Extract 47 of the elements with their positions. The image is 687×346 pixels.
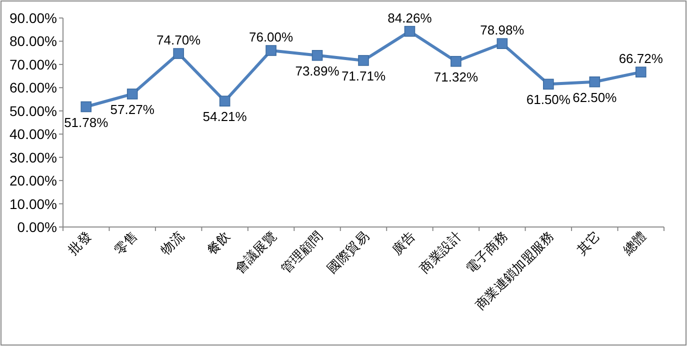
data-label: 54.21% [202, 109, 248, 124]
x-tick-label: 物流 [158, 228, 187, 258]
x-tick-label: 國際貿易 [324, 228, 372, 276]
point [312, 50, 323, 61]
data-label: 51.78% [64, 114, 109, 130]
point [496, 38, 508, 49]
x-tick-label: 其它 [574, 228, 603, 258]
y-tick-label: 30.00% [10, 149, 57, 166]
y-tick-label: 80.00% [10, 33, 57, 50]
y-tick-label: 10.00% [10, 196, 57, 212]
point [219, 96, 230, 107]
x-tick-label: 管理顧問 [278, 228, 326, 276]
data-label: 78.98% [480, 22, 525, 38]
point [266, 45, 276, 56]
point [543, 78, 554, 90]
data-label: 62.50% [572, 90, 618, 105]
point [589, 76, 600, 88]
x-tick-label: 廣告 [388, 228, 418, 258]
y-tick-label: 90.00% [10, 10, 57, 26]
x-tick-label: 商業設計 [416, 228, 464, 276]
y-tick-label: 20.00% [10, 172, 57, 189]
point [126, 88, 138, 100]
y-tick-label: 40.00% [10, 126, 57, 142]
data-label: 71.71% [341, 68, 386, 84]
data-label: 84.26% [388, 10, 432, 26]
x-tick-label: 零售 [111, 228, 140, 258]
y-tick-label: 50.00% [10, 102, 57, 119]
data-label: 71.32% [434, 69, 478, 84]
data-label: 57.27% [110, 102, 155, 118]
point [358, 55, 369, 66]
point [450, 56, 462, 67]
x-tick-label: 會議展覽 [232, 228, 280, 276]
y-tick-label: 70.00% [10, 56, 57, 72]
data-label: 76.00% [248, 30, 294, 45]
x-tick-label: 批發 [65, 228, 94, 258]
data-label: 73.89% [295, 63, 340, 78]
y-tick-label: 60.00% [10, 80, 57, 96]
point [80, 101, 92, 112]
y-tick-label: 0.00% [17, 219, 57, 235]
data-label: 74.70% [156, 32, 202, 48]
x-tick-label: 餐飲 [204, 228, 233, 258]
data-label: 66.72% [618, 51, 664, 66]
point [173, 48, 184, 59]
data-label: 61.50% [526, 92, 571, 108]
point [404, 26, 416, 37]
point [635, 66, 646, 78]
x-tick-label: 總體 [619, 228, 650, 258]
